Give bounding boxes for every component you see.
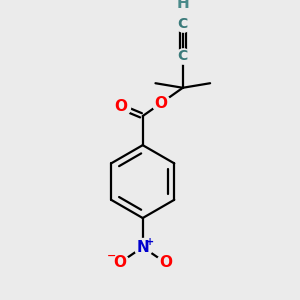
Text: H: H bbox=[176, 0, 189, 11]
Text: O: O bbox=[154, 96, 167, 111]
Text: N: N bbox=[136, 240, 149, 255]
Text: O: O bbox=[159, 255, 172, 270]
Text: +: + bbox=[146, 237, 154, 247]
Text: C: C bbox=[178, 17, 188, 31]
Text: O: O bbox=[114, 99, 128, 114]
Text: −: − bbox=[107, 251, 116, 261]
Text: O: O bbox=[113, 255, 126, 270]
Text: C: C bbox=[178, 49, 188, 63]
